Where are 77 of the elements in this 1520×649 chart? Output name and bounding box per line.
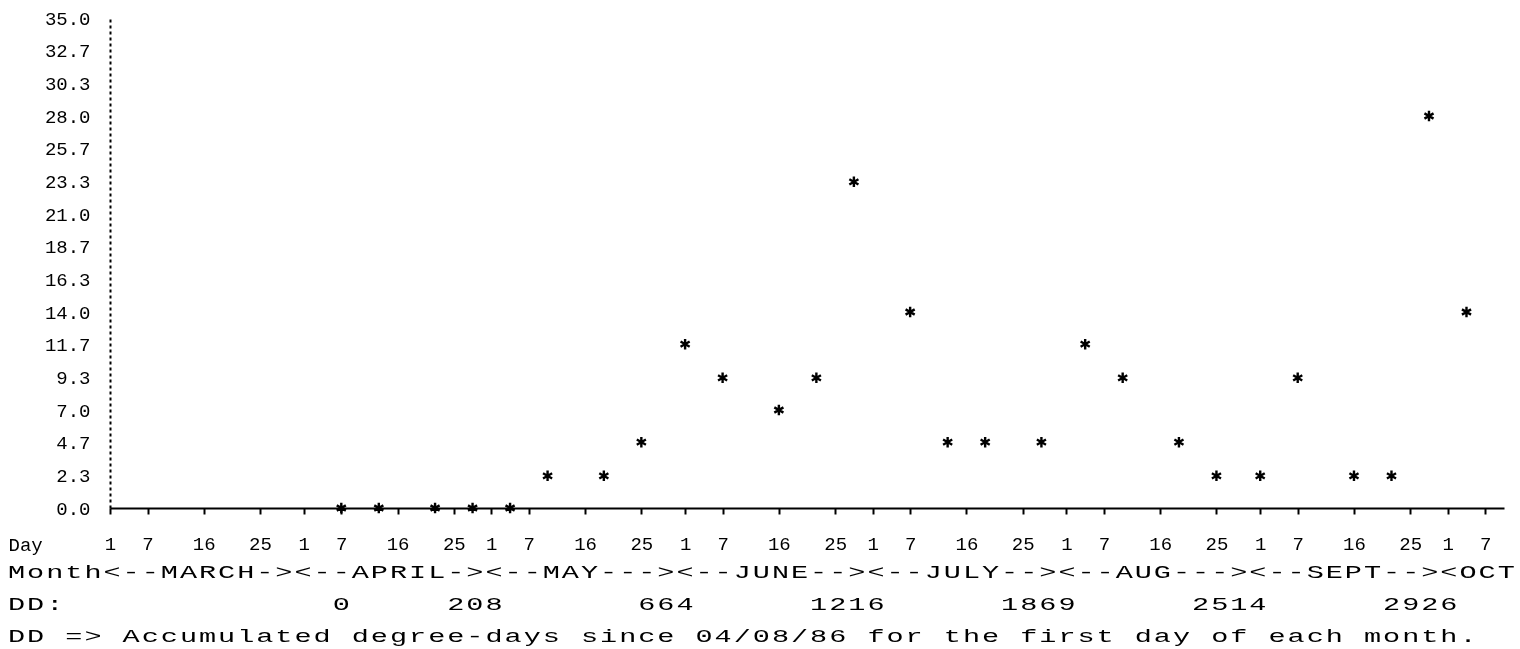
x-tick-label: 1: [104, 533, 117, 556]
point: [1210, 469, 1223, 483]
point: [635, 435, 648, 449]
point: [466, 501, 479, 515]
y-tick-label: 14.0: [44, 302, 91, 325]
point: [941, 435, 954, 449]
point: [1423, 109, 1435, 123]
point: [848, 175, 860, 189]
x-tick-label: 1: [1442, 533, 1454, 556]
y-tick-label: 23.3: [44, 172, 91, 195]
point: [1385, 469, 1398, 483]
y-tick-label: 30.3: [44, 74, 91, 97]
x-axis-title: Day: [8, 534, 43, 557]
y-tick-label: 28.0: [44, 106, 91, 129]
point: [1460, 305, 1473, 319]
x-tick-label: 7: [523, 533, 536, 556]
x-tick-label: 7: [1098, 533, 1111, 556]
y-tick-label: 2.3: [56, 466, 91, 489]
point: [1291, 371, 1304, 385]
x-tick-label: 25: [442, 533, 466, 556]
point: [335, 501, 348, 515]
point: [979, 435, 991, 449]
point: [904, 305, 916, 319]
x-tick-label: 1: [867, 533, 879, 556]
point: [373, 501, 385, 515]
y-tick-label: 32.7: [44, 40, 91, 63]
x-tick-label: 1: [486, 533, 498, 556]
x-tick-label: 7: [904, 533, 917, 556]
y-tick-label: 21.0: [44, 204, 91, 227]
x-tick-label: 16: [1343, 533, 1366, 556]
x-tick-label: 25: [824, 533, 848, 556]
x-tick-label: 25: [630, 533, 654, 556]
x-tick-label: 16: [574, 533, 597, 556]
y-tick-label: 35.0: [44, 8, 91, 31]
y-tick-label: 7.0: [56, 400, 91, 423]
x-tick-label: 1: [1061, 533, 1073, 556]
point: [1035, 435, 1048, 449]
y-tick-label: 4.7: [56, 432, 91, 455]
text: DD: 0 208 664 1216 1869 2514 2926: [8, 594, 1460, 616]
point: [1254, 469, 1266, 483]
x-tick-label: 16: [767, 533, 791, 556]
text: Month<--MARCH-><--APRIL-><--MAY---><--JUNE--><--JULY--><--AUG---><--SEPT--><OCT: [8, 562, 1517, 584]
point: [541, 469, 554, 483]
x-tick-label: 7: [1480, 533, 1492, 556]
x-tick-label: 25: [1399, 533, 1423, 556]
point: [429, 501, 441, 515]
point: [598, 469, 610, 483]
x-tick-label: 16: [1149, 533, 1173, 556]
text: DD => Accumulated degree-days since 04/08/86 for the first day of each month.: [8, 626, 1479, 648]
x-tick-label: 1: [298, 533, 310, 556]
y-tick-label: 25.7: [44, 138, 91, 161]
point: [773, 403, 785, 417]
point: [1348, 469, 1360, 483]
y-tick-label: 0.0: [56, 498, 91, 521]
x-tick-label: 7: [336, 533, 348, 556]
point: [679, 337, 691, 351]
point: [1116, 371, 1129, 385]
x-tick-label: 16: [955, 533, 979, 556]
y-tick-label: 16.3: [44, 270, 91, 293]
x-tick-label: 25: [1205, 533, 1229, 556]
x-tick-label: 16: [192, 533, 216, 556]
x-tick-label: 7: [717, 533, 729, 556]
point: [1079, 337, 1091, 351]
x-tick-label: 1: [1255, 533, 1267, 556]
x-tick-label: 7: [142, 533, 154, 556]
x-tick-label: 7: [1292, 533, 1304, 556]
x-tick-label: 25: [1011, 533, 1035, 556]
point: [810, 371, 823, 385]
x-tick-label: 1: [679, 533, 692, 556]
point: [1173, 435, 1185, 449]
y-tick-label: 18.7: [44, 236, 91, 259]
y-tick-label: 9.3: [56, 368, 91, 391]
x-tick-label: 16: [386, 533, 410, 556]
x-tick-label: 25: [249, 533, 272, 556]
point: [716, 371, 729, 385]
y-tick-label: 11.7: [44, 334, 91, 357]
point: [504, 501, 516, 515]
